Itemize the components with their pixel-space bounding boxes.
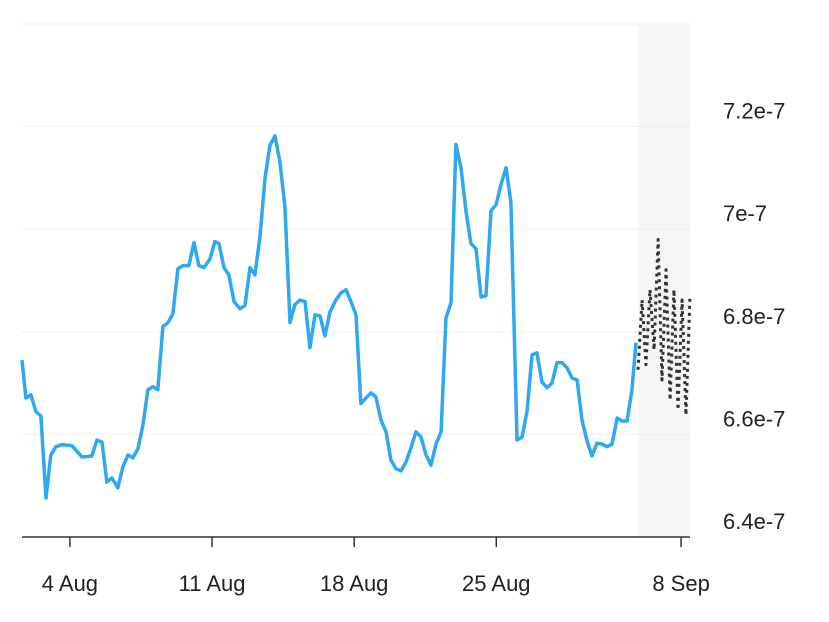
x-tick-label: 25 Aug bbox=[462, 571, 531, 596]
y-tick-label: 7e-7 bbox=[723, 201, 767, 226]
series-line bbox=[636, 237, 692, 417]
x-tick-label: 4 Aug bbox=[42, 571, 98, 596]
x-tick-label: 18 Aug bbox=[320, 571, 389, 596]
x-tick-label: 11 Aug bbox=[179, 571, 246, 596]
y-tick-label: 6.8e-7 bbox=[723, 304, 785, 329]
y-tick-label: 6.6e-7 bbox=[723, 406, 785, 431]
y-tick-label: 6.4e-7 bbox=[723, 509, 785, 534]
series-line bbox=[20, 134, 638, 500]
y-tick-label: 7.2e-7 bbox=[723, 99, 785, 124]
forecast-region bbox=[638, 24, 690, 537]
x-tick-label: 8 Sep bbox=[652, 571, 710, 596]
